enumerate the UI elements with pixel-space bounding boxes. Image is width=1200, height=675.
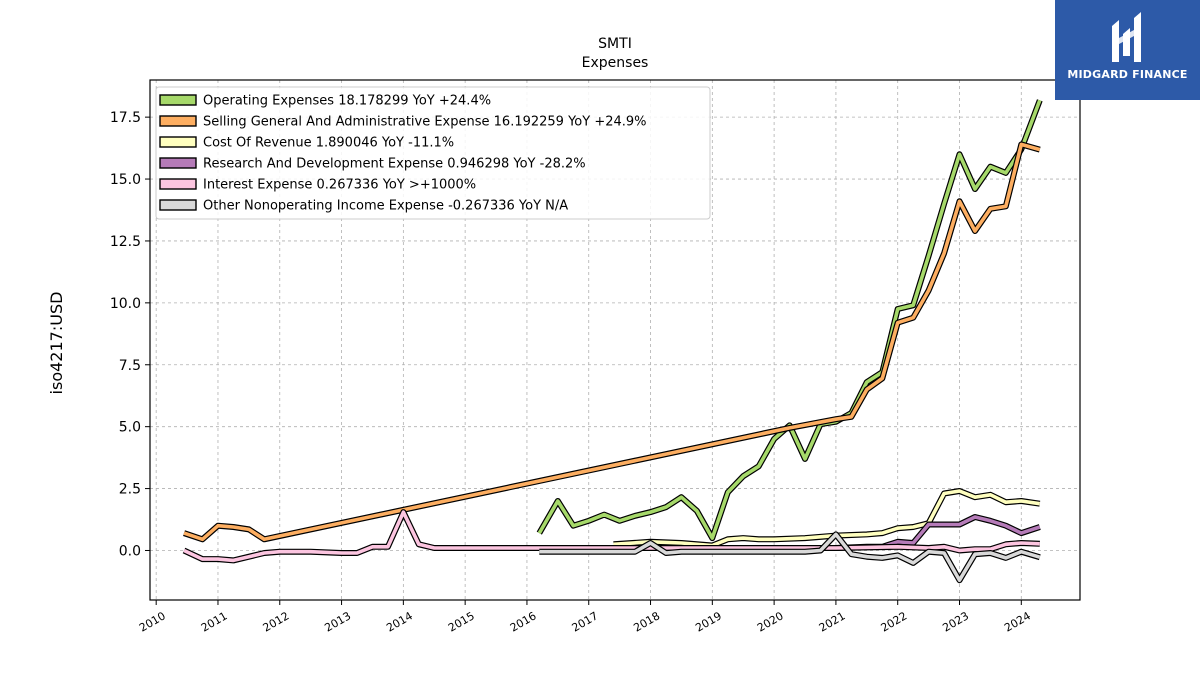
- series-line-5: [539, 532, 1041, 582]
- plot-area-frame: [149, 79, 1081, 601]
- series-line-4: [183, 510, 1040, 563]
- legend-entry: Interest Expense 0.267336 YoY >+1000%: [203, 178, 476, 193]
- legend-swatch: [159, 199, 197, 211]
- y-tick-label: 10.0: [110, 296, 141, 312]
- legend-swatch: [159, 94, 197, 106]
- legend-entry: Operating Expenses 18.178299 YoY +24.4%: [203, 94, 491, 109]
- y-tick-label: 5.0: [119, 420, 141, 436]
- x-tick-label: 2016: [508, 609, 539, 634]
- legend-entry: Selling General And Administrative Expen…: [203, 115, 647, 130]
- x-tick-label: 2011: [199, 609, 230, 634]
- x-tick-label: 2021: [817, 609, 848, 634]
- y-tick-label: 0.0: [119, 543, 141, 559]
- x-tick-label: 2010: [137, 609, 168, 634]
- legend-box: [155, 86, 711, 220]
- legend-swatch: [159, 115, 197, 127]
- legend-swatch: [159, 136, 197, 148]
- chart-subtitle: Expenses: [582, 55, 649, 71]
- x-tick-label: 2014: [384, 609, 415, 634]
- x-tick-label: 2022: [879, 609, 910, 634]
- legend-entry: Cost Of Revenue 1.890046 YoY -11.1%: [203, 136, 454, 151]
- x-tick-label: 2024: [1002, 609, 1033, 634]
- x-tick-label: 2017: [570, 609, 601, 634]
- y-tick-label: 12.5: [110, 234, 141, 250]
- legend-entry: Research And Development Expense 0.94629…: [203, 157, 586, 172]
- x-tick-label: 2013: [322, 609, 353, 634]
- legend: Operating Expenses 18.178299 YoY +24.4% S…: [155, 86, 711, 220]
- legend-swatch: [159, 178, 197, 190]
- y-tick-label: 7.5: [119, 358, 141, 374]
- x-tick-label: 2019: [693, 609, 724, 634]
- y-tick-label: 2.5: [119, 482, 141, 498]
- brand-logo: MIDGARD FINANCE: [1055, 0, 1200, 100]
- y-tick-label: 15.0: [110, 172, 141, 188]
- series-lines: [182, 99, 1043, 584]
- x-tick-label: 2015: [446, 609, 477, 634]
- y-axis-label: iso4217:USD: [47, 292, 66, 395]
- x-tick-label: 2023: [940, 609, 971, 634]
- series-line-1: [183, 142, 1041, 542]
- chart-title: SMTI: [598, 36, 632, 52]
- y-tick-label: 17.5: [110, 110, 141, 126]
- x-tick-label: 2018: [631, 609, 662, 634]
- x-tick-label: 2020: [755, 609, 786, 634]
- midgard-logo-icon: [1112, 12, 1141, 62]
- legend-swatch: [159, 157, 197, 169]
- brand-name: MIDGARD FINANCE: [1067, 68, 1188, 81]
- series-line-2: [613, 489, 1041, 548]
- legend-entry: Other Nonoperating Income Expense -0.267…: [203, 199, 568, 214]
- x-tick-label: 2012: [261, 609, 292, 634]
